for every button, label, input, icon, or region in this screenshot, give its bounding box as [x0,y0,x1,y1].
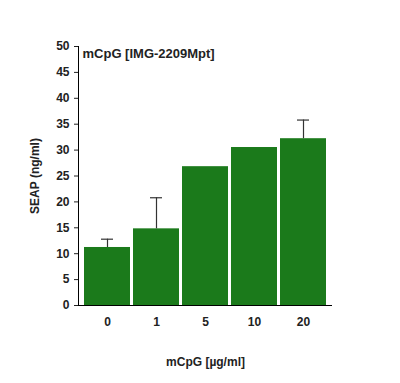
svg-text:20: 20 [56,195,70,209]
svg-text:10: 10 [56,247,70,261]
svg-text:mCpG [IMG-2209Mpt]: mCpG [IMG-2209Mpt] [83,46,215,61]
svg-text:5: 5 [63,272,70,286]
svg-text:40: 40 [56,91,70,105]
svg-text:SEAP (ng/ml): SEAP (ng/ml) [28,138,42,214]
svg-text:30: 30 [56,143,70,157]
svg-text:10: 10 [248,315,262,329]
svg-text:50: 50 [56,39,70,53]
svg-text:25: 25 [56,169,70,183]
svg-text:5: 5 [202,315,209,329]
svg-text:0: 0 [104,315,111,329]
svg-text:20: 20 [297,315,311,329]
svg-text:1: 1 [153,315,160,329]
svg-text:45: 45 [56,65,70,79]
svg-text:15: 15 [56,221,70,235]
svg-text:35: 35 [56,117,70,131]
svg-text:mCpG [µg/ml]: mCpG [µg/ml] [166,355,245,369]
svg-text:0: 0 [63,298,70,312]
